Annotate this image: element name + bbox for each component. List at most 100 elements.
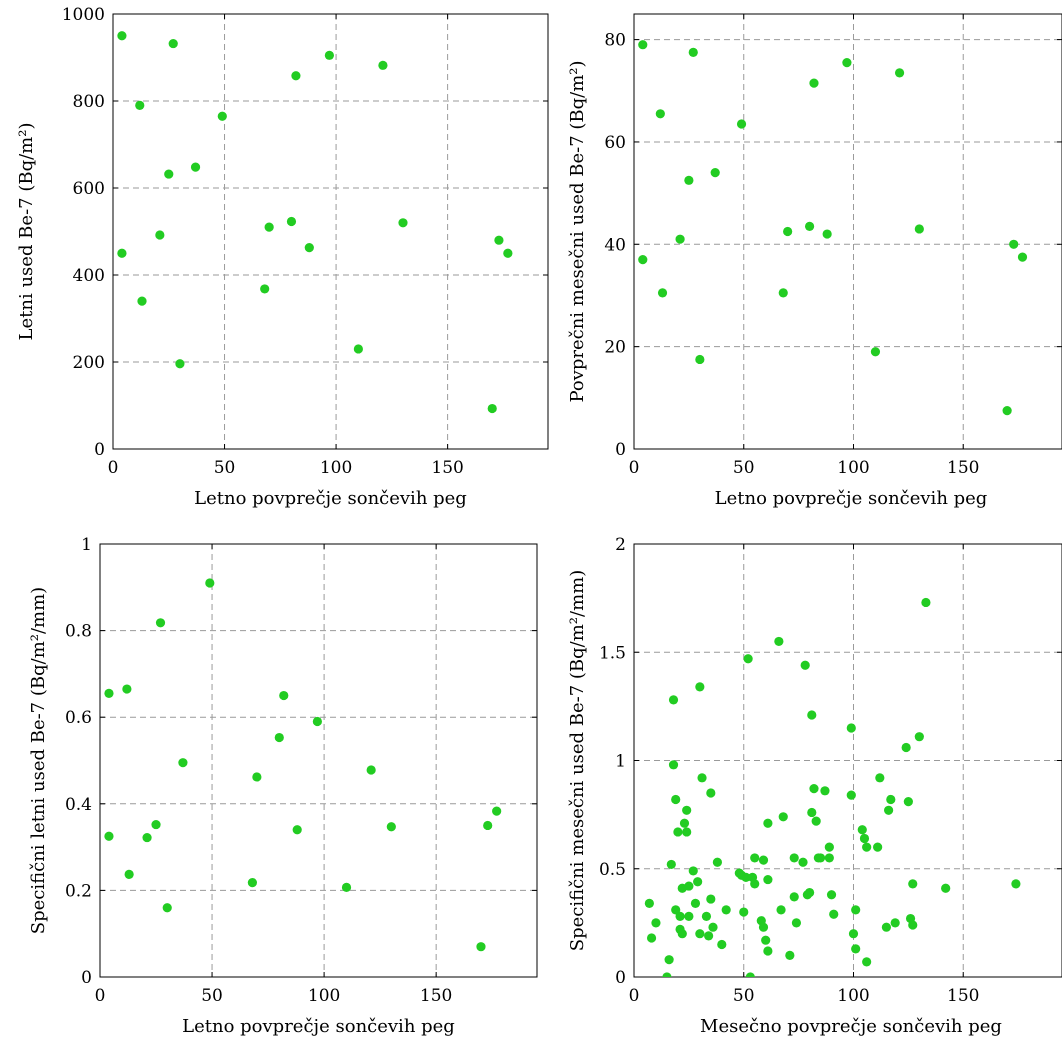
data-point: [178, 758, 188, 768]
y-tick-label: 0: [615, 440, 626, 460]
data-point: [1002, 406, 1012, 416]
data-point: [155, 230, 165, 240]
data-point: [494, 235, 504, 245]
data-point: [789, 853, 799, 863]
data-point: [671, 905, 681, 915]
data-point: [809, 78, 819, 88]
data-point: [774, 636, 784, 647]
data-point: [695, 929, 705, 939]
data-point: [712, 857, 723, 867]
data-point: [706, 894, 716, 904]
data-point: [398, 218, 408, 228]
y-tick-label: 1: [81, 535, 92, 555]
data-point: [675, 234, 685, 244]
data-point: [684, 911, 694, 921]
data-point: [778, 288, 788, 298]
data-point: [826, 890, 837, 900]
data-point: [693, 877, 703, 887]
data-point: [710, 168, 720, 178]
data-point: [809, 784, 819, 794]
data-point: [822, 229, 832, 239]
data-point: [304, 242, 314, 253]
data-point: [763, 874, 773, 885]
data-point: [776, 905, 786, 915]
data-point: [162, 903, 172, 913]
data-point: [483, 820, 493, 831]
y-tick-label: 80: [604, 31, 626, 51]
x-tick-label: 50: [214, 458, 236, 478]
data-point: [117, 31, 127, 41]
x-tick-label: 50: [201, 986, 223, 1006]
x-axis-label: Letno povprečje sončevih peg: [182, 1016, 455, 1037]
y-tick-label: 0.6: [65, 708, 92, 728]
data-point: [679, 818, 690, 828]
data-point: [135, 100, 145, 110]
data-point: [859, 833, 870, 844]
panel-specific-annual-deposition: 0 50 100 150 0 0.2 0.4 0.6 0.8 1 Letno povprečje s…: [28, 535, 538, 1037]
data-point: [851, 905, 861, 915]
data-point: [717, 939, 727, 950]
data-point: [778, 812, 788, 822]
data-point: [264, 222, 274, 232]
data-point: [758, 855, 769, 865]
data-point: [811, 816, 821, 826]
data-point: [677, 929, 687, 939]
data-point: [894, 68, 905, 78]
data-point: [745, 972, 755, 977]
plot-frame: [633, 543, 1062, 978]
y-axis-label: Specifični letni used Be-7 (Bq/m²/mm): [28, 587, 49, 934]
data-point: [743, 654, 753, 664]
data-point: [824, 842, 834, 852]
data-point: [908, 879, 918, 889]
data-point: [815, 853, 826, 863]
y-axis-label: Povprečni mesečni used Be-7 (Bq/m²): [567, 60, 588, 402]
data-point: [824, 853, 834, 863]
data-point: [688, 866, 698, 876]
data-point: [164, 169, 174, 179]
data-point: [252, 772, 262, 782]
data-point: [789, 892, 799, 902]
y-axis-label: Letni used Be-7 (Bq/m²): [16, 123, 37, 341]
data-point: [673, 827, 683, 837]
data-point: [736, 119, 747, 129]
data-point: [312, 716, 322, 727]
data-point: [862, 842, 872, 852]
data-point: [783, 226, 793, 237]
x-tick-label: 100: [320, 458, 352, 478]
data-point: [688, 47, 698, 57]
data-point: [798, 857, 808, 867]
data-point: [695, 354, 705, 365]
panel-mean-monthly-deposition: 0 50 100 150 0 20 40 60 80 Letno povprečje sončev…: [567, 13, 1062, 509]
x-axis-label: Letno povprečje sončevih peg: [194, 488, 467, 509]
data-point: [701, 911, 712, 921]
x-tick-label: 0: [95, 986, 106, 1006]
data-point: [341, 882, 352, 892]
x-tick-label: 0: [629, 986, 640, 1006]
data-point: [873, 842, 883, 852]
x-tick-label: 100: [837, 458, 869, 478]
y-tick-label: 20: [604, 338, 626, 358]
data-point: [668, 695, 679, 705]
data-point: [763, 818, 773, 828]
y-tick-label: 0.2: [65, 881, 92, 901]
data-point: [763, 946, 773, 956]
y-tick-label: 600: [73, 179, 105, 199]
y-tick-label: 1.5: [599, 643, 626, 663]
y-tick-label: 0.4: [65, 795, 92, 815]
data-point: [205, 578, 215, 588]
data-point: [881, 922, 892, 932]
plot-frame: [99, 543, 538, 978]
data-point: [921, 597, 931, 608]
data-point: [279, 690, 289, 701]
data-point: [750, 853, 760, 863]
x-tick-label: 0: [108, 458, 119, 478]
data-point: [682, 827, 692, 837]
data-point: [292, 825, 302, 835]
data-point: [657, 288, 668, 298]
data-point: [684, 881, 694, 891]
y-tick-label: 2: [615, 535, 626, 555]
data-point: [848, 929, 859, 939]
data-point: [124, 869, 134, 879]
data-point: [870, 347, 881, 357]
